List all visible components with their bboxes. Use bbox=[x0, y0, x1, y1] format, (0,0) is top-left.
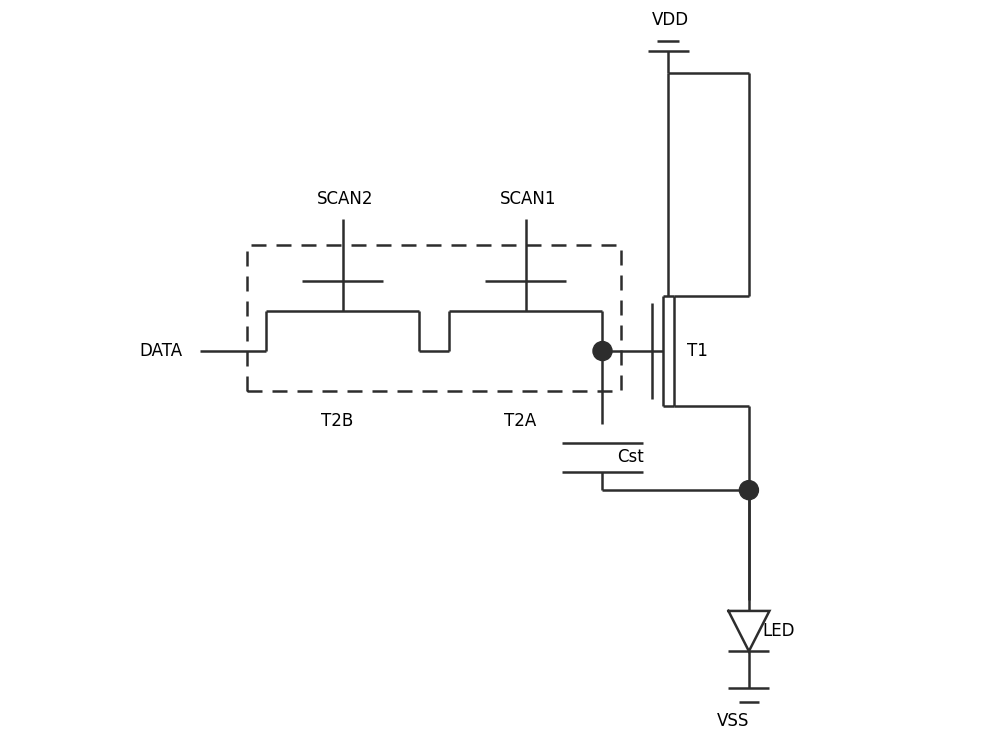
Text: SCAN1: SCAN1 bbox=[500, 189, 556, 207]
Text: T2B: T2B bbox=[321, 412, 353, 430]
Text: VSS: VSS bbox=[717, 712, 749, 730]
Bar bbox=[247, 245, 621, 392]
Text: LED: LED bbox=[762, 622, 795, 640]
Text: T1: T1 bbox=[687, 342, 708, 360]
Circle shape bbox=[593, 342, 612, 360]
Text: DATA: DATA bbox=[140, 342, 183, 360]
Text: VDD: VDD bbox=[652, 11, 689, 29]
Text: Cst: Cst bbox=[617, 448, 644, 466]
Circle shape bbox=[739, 480, 758, 500]
Text: SCAN2: SCAN2 bbox=[317, 189, 373, 207]
Text: T2A: T2A bbox=[504, 412, 536, 430]
